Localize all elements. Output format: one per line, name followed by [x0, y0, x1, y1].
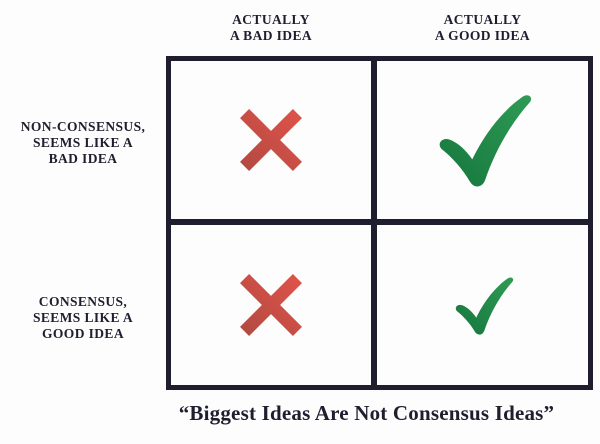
- check-icon: [455, 276, 513, 335]
- cross-icon: [240, 274, 302, 336]
- column-header-line: A BAD IDEA: [229, 28, 312, 43]
- row-header-non-consensus: NON-CONSENSUS, SEEMS LIKE A BAD IDEA: [0, 119, 166, 167]
- figure-caption: “Biggest Ideas Are Not Consensus Ideas”: [178, 401, 555, 425]
- matrix-grid: [166, 56, 593, 390]
- column-header-line: ACTUALLY: [443, 12, 522, 27]
- cell-nonconsensus-actually-good: [377, 61, 588, 219]
- row-header-line: BAD IDEA: [48, 151, 118, 166]
- row-header-line: NON-CONSENSUS,: [20, 119, 146, 134]
- cross-icon: [240, 109, 302, 171]
- cell-nonconsensus-actually-bad: [171, 61, 371, 219]
- row-header-line: SEEMS LIKE A: [32, 135, 134, 150]
- cell-consensus-actually-good: [377, 225, 588, 385]
- column-header-line: A GOOD IDEA: [434, 28, 531, 43]
- row-header-line: CONSENSUS,: [38, 294, 128, 309]
- check-icon: [439, 95, 531, 187]
- row-header-line: SEEMS LIKE A: [32, 310, 134, 325]
- column-header-line: ACTUALLY: [232, 12, 310, 27]
- row-header-line: GOOD IDEA: [42, 326, 124, 341]
- row-header-consensus: CONSENSUS, SEEMS LIKE A GOOD IDEA: [0, 294, 166, 342]
- column-header-actually-bad-idea: ACTUALLY A BAD IDEA: [171, 12, 371, 44]
- cell-consensus-actually-bad: [171, 225, 371, 385]
- column-header-actually-good-idea: ACTUALLY A GOOD IDEA: [377, 12, 588, 44]
